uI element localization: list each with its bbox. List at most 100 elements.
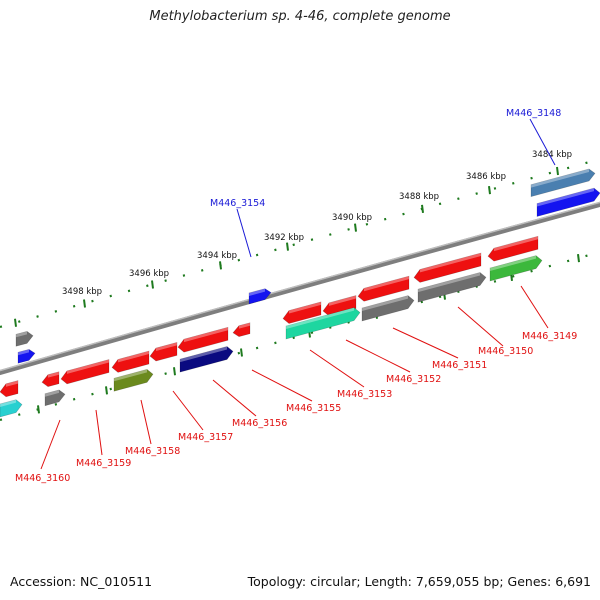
gene-arrow-highlight [156,342,177,352]
gene-arrow-highlight [239,322,250,329]
major-tick [105,386,108,395]
gene-arrow[interactable] [413,252,482,283]
gene-arrow-highlight [494,236,538,252]
gene-arrow[interactable] [60,359,110,385]
gene-arrow[interactable] [0,380,19,398]
scale-label: 3484 kbp [532,150,572,160]
leader-line [95,409,103,456]
major-tick [219,261,222,270]
gene-arrow[interactable] [232,322,251,337]
leader-line [529,118,556,166]
gene-arrow[interactable] [177,326,229,353]
leader-line [172,390,204,431]
gene-arrow-highlight [420,252,481,273]
scale-label: 3488 kbp [399,192,439,202]
gene-arrow[interactable] [15,330,34,347]
leader-lines [40,118,556,470]
major-tick [83,299,86,308]
gene-arrow-highlight [118,351,149,363]
gene-arrow-highlight [286,307,354,329]
gene-arrow[interactable] [285,307,361,340]
gene-arrow-highlight [48,371,59,378]
gene-label[interactable]: M446_3152 [386,374,441,385]
major-tick [151,280,154,289]
gene-arrow[interactable] [248,288,272,305]
gene-label[interactable]: M446_3153 [337,389,392,400]
gene-label[interactable]: M446_3151 [432,360,487,371]
gene-arrow-highlight [364,276,409,292]
genome-backbone [0,201,600,376]
backbone-layer [0,201,600,376]
gene-arrow[interactable] [536,187,600,217]
gene-arrow-highlight [16,331,27,338]
leader-line [309,349,365,388]
gene-track [0,168,600,418]
gene-arrow[interactable] [41,371,60,388]
outer-major-ticks [14,166,559,327]
gene-label[interactable]: M446_3158 [125,446,180,457]
map-title: Methylobacterium sp. 4-46, complete geno… [149,9,451,24]
gene-label[interactable]: M446_3154 [210,198,265,209]
gene-arrow[interactable] [17,349,36,364]
gene-label[interactable]: M446_3149 [522,331,577,342]
gene-label[interactable]: M446_3160 [15,473,70,484]
gene-arrow[interactable] [0,399,23,418]
gene-label[interactable]: M446_3150 [478,346,533,357]
gene-arrow[interactable] [282,301,322,324]
gene-arrow-highlight [18,349,29,356]
gene-arrow-highlight [67,359,109,374]
scale-label: 3490 kbp [332,213,372,223]
gene-arrow[interactable] [113,369,154,392]
scale-label: 3496 kbp [129,269,169,279]
gene-arrow-highlight [184,327,228,343]
genome-backbone-highlight [0,201,600,372]
scale-ticks-outer [0,157,600,329]
gene-arrow[interactable] [361,295,415,322]
accession-info: Accession: NC_010511 [10,574,153,589]
gene-labels: M446_3148 M446_3154 M446_3149 M446_3150 … [15,108,577,484]
leader-line [212,379,257,417]
gene-label[interactable]: M446_3148 [506,108,561,119]
gene-label[interactable]: M446_3157 [178,432,233,443]
gene-label[interactable]: M446_3155 [286,403,341,414]
major-tick [37,405,40,414]
leader-line [392,327,459,359]
gene-arrow-highlight [362,295,408,312]
major-tick [14,318,17,327]
scale-labels: 3484 kbp 3486 kbp 3488 kbp 3490 kbp 3492… [62,150,572,297]
scale-label: 3498 kbp [62,287,102,297]
gene-arrow[interactable] [149,341,178,362]
major-tick [488,185,491,195]
gene-arrow-highlight [537,188,594,207]
scale-label: 3486 kbp [466,172,506,182]
gene-arrow[interactable] [489,255,543,282]
gene-arrow-highlight [490,255,536,272]
scale-label: 3494 kbp [197,251,237,261]
gene-arrow[interactable] [530,168,596,198]
gene-arrow-highlight [180,346,227,363]
major-tick [556,166,559,176]
gene-arrow-highlight [418,272,480,293]
gene-arrow[interactable] [487,235,539,262]
leader-line [520,285,549,329]
gene-arrow-highlight [6,380,18,387]
outer-minor-ticks [0,157,600,329]
major-tick [173,367,176,376]
gene-arrow[interactable] [357,275,410,302]
gene-arrow[interactable] [111,350,150,373]
leader-line [140,399,152,445]
gene-arrow-highlight [0,399,16,407]
gene-arrow[interactable] [179,346,234,373]
scale-label: 3492 kbp [264,233,304,243]
leader-line [251,369,313,402]
gene-arrow[interactable] [44,389,66,407]
topology-info: Topology: circular; Length: 7,659,055 bp… [247,574,591,589]
leader-line [236,208,252,258]
gene-arrow[interactable] [417,272,487,303]
gene-arrow-highlight [531,168,589,188]
leader-line [457,306,504,347]
major-tick [421,204,424,213]
gene-label[interactable]: M446_3159 [76,458,131,469]
gene-label[interactable]: M446_3156 [232,418,287,429]
